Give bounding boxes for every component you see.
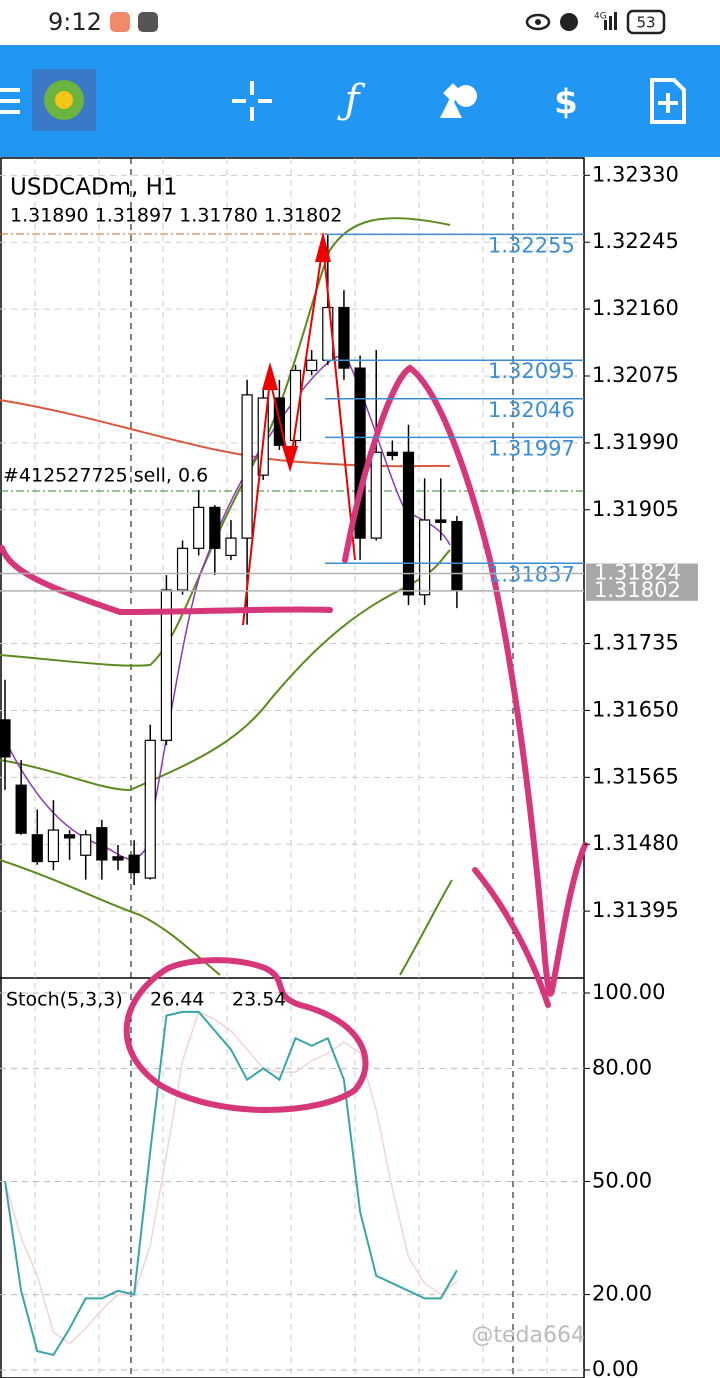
eye-icon	[525, 13, 551, 31]
y-tick-label: 100.00	[592, 980, 665, 1004]
watermark: @teda664	[471, 1323, 585, 1348]
candle-body	[176, 547, 189, 591]
y-tick-label: 1.32160	[592, 296, 679, 320]
moving-average	[0, 399, 451, 468]
candle-body	[370, 451, 382, 539]
candle-body	[0, 719, 11, 758]
indicator-value: 23.54	[232, 989, 286, 1011]
candle-body	[128, 854, 140, 874]
menu-button[interactable]	[0, 88, 20, 114]
candle-body	[160, 589, 172, 741]
candle-body	[47, 829, 60, 863]
chart-frame	[0, 157, 585, 1378]
candle-body	[193, 506, 205, 549]
y-tick-label: 50.00	[592, 1169, 652, 1193]
stoch-line	[4, 1010, 458, 1345]
y-tick-label: 80.00	[592, 1055, 652, 1079]
chart-title: USDCADm, H1	[10, 175, 178, 201]
y-tick-label: 1.32245	[592, 229, 679, 253]
signal	[604, 20, 607, 30]
candle-body	[289, 369, 302, 442]
grid	[0, 158, 584, 1378]
indicator-name: Stoch(5,3,3)	[6, 989, 123, 1011]
notify-icon	[138, 12, 158, 32]
y-tick-label: 1.31395	[592, 898, 679, 922]
candle-body	[31, 834, 43, 863]
y-tick-label: 1.31990	[592, 430, 679, 454]
zigzag	[242, 232, 356, 626]
candle-body	[63, 834, 76, 839]
price-tag-label: 1.31802	[594, 578, 681, 602]
level-label: 1.31997	[488, 436, 575, 460]
stochastic	[4, 1010, 458, 1357]
y-tick-label: 1.31565	[592, 764, 679, 788]
level-label: 1.32095	[488, 359, 575, 383]
battery	[626, 9, 666, 35]
level-label: 1.31837	[488, 562, 575, 586]
stoch-line	[4, 1010, 458, 1357]
price-tag-label: 1.31824	[594, 561, 681, 585]
signal	[609, 16, 612, 30]
candle-body	[241, 394, 253, 539]
price-tag	[586, 580, 698, 601]
clock: 9:12	[48, 8, 102, 36]
level-label: 1.32046	[488, 398, 575, 422]
candle-body	[209, 506, 221, 549]
candle-body	[225, 537, 237, 557]
eye-icon	[535, 19, 541, 25]
candle-body	[451, 520, 463, 592]
candle-body	[144, 739, 156, 879]
y-tick-label: 1.31735	[592, 631, 679, 655]
price-tag	[586, 563, 698, 584]
y-tick-label: 1.31905	[592, 497, 679, 521]
alarm-icon	[560, 13, 578, 31]
y-tick-label: 20.00	[592, 1282, 652, 1306]
candle-body	[306, 359, 318, 372]
candle-body	[386, 451, 398, 457]
candle-body	[402, 451, 415, 596]
battery-level: 53	[636, 14, 655, 32]
y-tick-label: 1.31480	[592, 831, 679, 855]
y-tick-label: 1.32330	[592, 162, 679, 186]
level-label: 1.32255	[488, 233, 575, 257]
candle-body	[80, 834, 92, 856]
new-order-button[interactable]	[650, 78, 686, 124]
band-lower	[0, 859, 221, 976]
y-tick-label: 1.31650	[592, 697, 679, 721]
network: 4G	[594, 12, 607, 22]
band-middle	[0, 549, 451, 792]
y-tick-label: 0.00	[592, 1357, 639, 1378]
order-label: #412527725 sell, 0.6	[3, 465, 208, 487]
toolbar	[0, 45, 720, 157]
signal	[614, 12, 617, 30]
candle-body	[338, 306, 350, 369]
candle-body	[96, 827, 108, 861]
ohlc-label: 1.31890 1.31897 1.31780 1.31802	[10, 205, 342, 227]
hand-drawing	[0, 364, 588, 1113]
y-tick-label: 1.32075	[592, 363, 679, 387]
candles	[0, 235, 463, 886]
candle-body	[354, 367, 366, 539]
candle-body	[435, 519, 447, 523]
indicator-value: 26.44	[150, 989, 204, 1011]
candle-body	[419, 519, 431, 596]
app-logo[interactable]	[32, 69, 96, 131]
candle-body	[112, 856, 124, 861]
objects-button[interactable]	[440, 83, 477, 118]
band-lower	[399, 879, 453, 976]
notify-icon	[110, 12, 130, 32]
crosshair-button[interactable]	[232, 81, 272, 121]
candle-body	[15, 784, 27, 834]
trade-button[interactable]: $	[554, 83, 578, 123]
